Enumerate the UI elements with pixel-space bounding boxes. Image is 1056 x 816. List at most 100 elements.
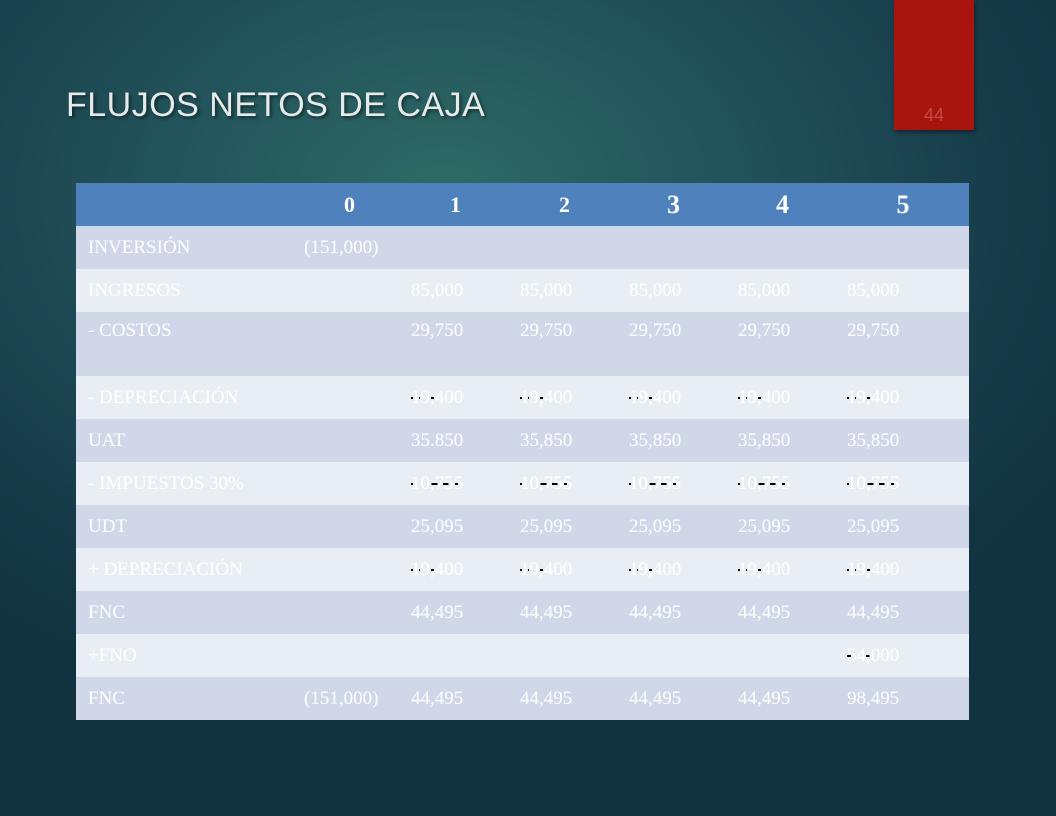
cell-year-2: 44,495	[510, 591, 619, 634]
cell-year-3: 10,755	[619, 462, 728, 505]
row-label: INGRESOS	[76, 269, 290, 312]
row-label: - DEPRECIACIÓN	[76, 376, 290, 419]
row-fnc-total: FNC (151,000) 44,495 44,495 44,495 44,49…	[76, 677, 969, 720]
cell-year-5: 19,400	[837, 376, 969, 419]
row-label: - COSTOS	[76, 312, 290, 376]
cell-year-1: 85,000	[401, 269, 510, 312]
cell-year-3: 44,495	[619, 591, 728, 634]
cell-year-3: 35,850	[619, 419, 728, 462]
cell-year-0	[290, 548, 401, 591]
cell-year-1	[401, 226, 510, 269]
row-label: FNC	[76, 591, 290, 634]
row-label: UAT	[76, 419, 290, 462]
cell-year-5: 85,000	[837, 269, 969, 312]
cell-year-5	[837, 226, 969, 269]
header-year-5: 5	[837, 183, 969, 226]
header-label-cell	[76, 183, 290, 226]
row-impuestos: - IMPUESTOS 30% 10,755 10,755 10,755 10,…	[76, 462, 969, 505]
cell-year-4	[728, 634, 837, 677]
header-year-2: 2	[510, 183, 619, 226]
page-number: 44	[923, 105, 945, 125]
cell-year-3: 19,400	[619, 376, 728, 419]
cell-year-5: 29,750	[837, 312, 969, 376]
row-label: - IMPUESTOS 30%	[76, 462, 290, 505]
cell-year-1: 19,400	[401, 376, 510, 419]
cell-year-3	[619, 634, 728, 677]
cell-year-5: 10,755	[837, 462, 969, 505]
header-year-1: 1	[401, 183, 510, 226]
row-uat: UAT 35.850 35,850 35,850 35,850 35,850	[76, 419, 969, 462]
row-inversion: INVERSIÓN (151,000)	[76, 226, 969, 269]
row-fno: +FNO 54,000	[76, 634, 969, 677]
cell-year-3	[619, 226, 728, 269]
cell-year-1: 35.850	[401, 419, 510, 462]
cell-year-2: 25,095	[510, 505, 619, 548]
cell-year-5: 19,400	[837, 548, 969, 591]
row-label: INVERSIÓN	[76, 226, 290, 269]
cell-year-4: 10,755	[728, 462, 837, 505]
cell-year-0	[290, 591, 401, 634]
cell-year-2	[510, 634, 619, 677]
cell-year-5: 44,495	[837, 591, 969, 634]
cell-year-0	[290, 269, 401, 312]
cell-year-5: 35,850	[837, 419, 969, 462]
row-depreciacion-plus: + DEPRECIACIÓN 19,400 19,400 19,400 19,4…	[76, 548, 969, 591]
header-row: 0 1 2 3 4 5	[76, 183, 969, 226]
cell-year-4: 25,095	[728, 505, 837, 548]
cell-year-0	[290, 462, 401, 505]
cell-year-4: 35,850	[728, 419, 837, 462]
row-fnc: FNC 44,495 44,495 44,495 44,495 44,495	[76, 591, 969, 634]
cell-year-2: 19,400	[510, 548, 619, 591]
cell-year-1: 44,495	[401, 677, 510, 720]
cell-year-3: 29,750	[619, 312, 728, 376]
cell-year-0	[290, 505, 401, 548]
row-label: FNC	[76, 677, 290, 720]
cell-year-1: 44,495	[401, 591, 510, 634]
cell-year-4: 19,400	[728, 548, 837, 591]
cell-year-2: 10,755	[510, 462, 619, 505]
cell-year-4: 19,400	[728, 376, 837, 419]
cell-year-3: 25,095	[619, 505, 728, 548]
cell-year-1: 10,755	[401, 462, 510, 505]
cell-year-0	[290, 376, 401, 419]
cell-year-0	[290, 634, 401, 677]
cell-year-0: (151,000)	[290, 226, 401, 269]
cell-year-4	[728, 226, 837, 269]
cell-year-4: 44,495	[728, 677, 837, 720]
header-year-4: 4	[728, 183, 837, 226]
cell-year-2: 35,850	[510, 419, 619, 462]
row-label: UDT	[76, 505, 290, 548]
cell-year-5: 54,000	[837, 634, 969, 677]
cell-year-4: 29,750	[728, 312, 837, 376]
cell-year-2: 85,000	[510, 269, 619, 312]
cash-flow-table: 0 1 2 3 4 5 INVERSIÓN (151,000) INGRESOS…	[76, 183, 969, 720]
cell-year-2	[510, 226, 619, 269]
page-number-tab: 44	[894, 0, 974, 130]
cell-year-5: 98,495	[837, 677, 969, 720]
row-label: +FNO	[76, 634, 290, 677]
cell-year-3: 44,495	[619, 677, 728, 720]
header-year-3: 3	[619, 183, 728, 226]
cell-year-3: 19,400	[619, 548, 728, 591]
cell-year-1: 25,095	[401, 505, 510, 548]
cell-year-2: 19,400	[510, 376, 619, 419]
cell-year-3: 85,000	[619, 269, 728, 312]
header-year-0: 0	[290, 183, 401, 226]
slide-title: FLUJOS NETOS DE CAJA	[66, 86, 486, 124]
cell-year-1: 19,400	[401, 548, 510, 591]
cell-year-0: (151,000)	[290, 677, 401, 720]
cell-year-1	[401, 634, 510, 677]
cell-year-5: 25,095	[837, 505, 969, 548]
row-costos: - COSTOS 29,750 29,750 29,750 29,750 29,…	[76, 312, 969, 376]
cell-year-0	[290, 312, 401, 376]
row-depreciacion-minus: - DEPRECIACIÓN 19,400 19,400 19,400 19,4…	[76, 376, 969, 419]
cell-year-0	[290, 419, 401, 462]
cell-year-4: 44,495	[728, 591, 837, 634]
row-label: + DEPRECIACIÓN	[76, 548, 290, 591]
cell-year-1: 29,750	[401, 312, 510, 376]
cell-year-2: 44,495	[510, 677, 619, 720]
row-ingresos: INGRESOS 85,000 85,000 85,000 85,000 85,…	[76, 269, 969, 312]
cell-year-2: 29,750	[510, 312, 619, 376]
cell-year-4: 85,000	[728, 269, 837, 312]
row-udt: UDT 25,095 25,095 25,095 25,095 25,095	[76, 505, 969, 548]
